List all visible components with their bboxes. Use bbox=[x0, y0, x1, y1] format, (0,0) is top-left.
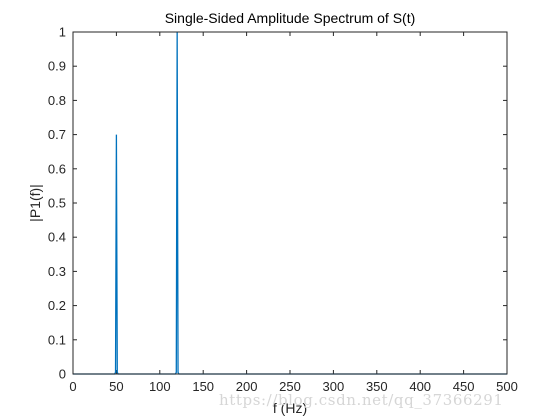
y-tick-label: 0.7 bbox=[48, 127, 66, 142]
x-tick-label: 0 bbox=[69, 379, 76, 394]
x-tick-label: 150 bbox=[192, 379, 214, 394]
y-tick-label: 1 bbox=[59, 25, 66, 40]
plot-area bbox=[73, 32, 507, 374]
axes-box bbox=[72, 31, 508, 375]
y-axis-label: |P1(f)| bbox=[27, 184, 43, 222]
y-tick-label: 0.2 bbox=[48, 298, 66, 313]
x-tick-label: 400 bbox=[409, 379, 431, 394]
x-tick-label: 200 bbox=[236, 379, 258, 394]
x-tick-label: 250 bbox=[279, 379, 301, 394]
y-tick-label: 0.1 bbox=[48, 332, 66, 347]
y-tick-label: 0.8 bbox=[48, 93, 66, 108]
y-tick-label: 0 bbox=[59, 367, 66, 382]
x-tick-label: 300 bbox=[323, 379, 345, 394]
y-tick-label: 0.3 bbox=[48, 264, 66, 279]
y-tick-label: 0.5 bbox=[48, 196, 66, 211]
chart-title: Single-Sided Amplitude Spectrum of S(t) bbox=[165, 10, 416, 26]
x-tick-label: 450 bbox=[453, 379, 475, 394]
x-axis-label: f (Hz) bbox=[273, 400, 307, 416]
y-tick-label: 0.4 bbox=[48, 230, 66, 245]
x-tick-label: 50 bbox=[109, 379, 123, 394]
watermark: https://blog.csdn.net/qq_37366291 bbox=[219, 391, 504, 409]
y-tick-label: 0.9 bbox=[48, 59, 66, 74]
x-tick-label: 500 bbox=[496, 379, 518, 394]
y-tick-label: 0.6 bbox=[48, 161, 66, 176]
x-tick-label: 350 bbox=[366, 379, 388, 394]
x-tick-label: 100 bbox=[149, 379, 171, 394]
ticks-layer: 0 50 100 150 200 250 300 350 400 450 500 0 0.1 0.2 0.3… bbox=[48, 25, 518, 395]
